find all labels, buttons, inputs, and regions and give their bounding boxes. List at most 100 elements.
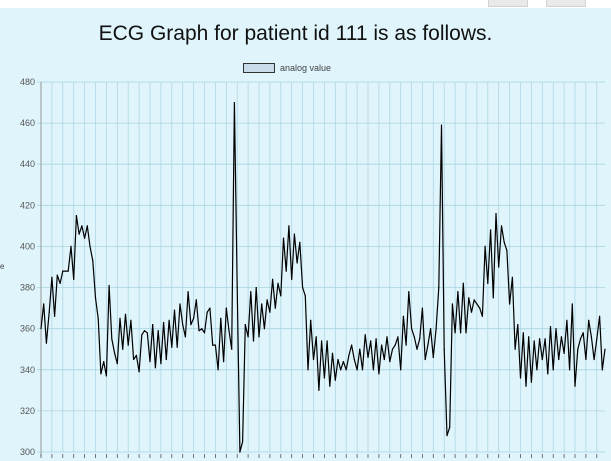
data-point — [293, 233, 295, 235]
data-point — [269, 311, 271, 313]
data-point — [171, 346, 173, 348]
data-point — [138, 371, 140, 373]
data-point — [451, 303, 453, 305]
data-point — [530, 381, 533, 383]
data-point — [288, 225, 290, 227]
data-point — [331, 352, 334, 354]
data-point — [351, 344, 353, 346]
data-point — [411, 328, 413, 330]
data-point — [590, 336, 593, 338]
data-point — [111, 338, 113, 340]
data-point — [528, 336, 530, 338]
legend-label: analog value — [280, 63, 332, 73]
data-point — [100, 373, 102, 375]
data-point — [345, 369, 347, 371]
data-point — [525, 385, 527, 387]
data-point — [54, 315, 56, 317]
data-point — [124, 313, 127, 315]
data-point — [203, 332, 206, 334]
data-point — [378, 373, 380, 375]
data-point — [342, 361, 344, 363]
data-point — [560, 336, 563, 338]
y-tick-label: 300 — [20, 447, 35, 457]
data-point — [195, 299, 197, 301]
data-point — [454, 332, 456, 334]
data-point — [190, 324, 192, 326]
data-point — [233, 102, 235, 104]
data-point — [179, 303, 181, 305]
data-point — [571, 303, 573, 305]
data-point — [476, 303, 478, 305]
data-point — [250, 291, 252, 293]
data-point — [517, 324, 519, 326]
left-edge-label: e — [0, 262, 5, 271]
data-point — [533, 340, 535, 342]
data-point — [187, 291, 189, 293]
data-point — [255, 287, 257, 289]
data-point — [460, 332, 462, 334]
y-tick-label: 360 — [20, 324, 35, 334]
data-point — [149, 361, 151, 363]
data-point — [40, 328, 42, 330]
data-point — [201, 328, 203, 330]
data-point — [285, 270, 287, 272]
chart-legend: analog value — [243, 62, 331, 74]
top-strip — [0, 0, 611, 8]
data-point — [397, 336, 399, 338]
data-point — [569, 369, 571, 371]
data-point — [127, 344, 129, 346]
data-point — [514, 348, 516, 350]
top-tab[interactable] — [546, 0, 586, 7]
data-point — [424, 358, 426, 361]
data-point — [84, 237, 86, 239]
data-point — [402, 315, 404, 317]
data-point — [225, 307, 227, 309]
data-point — [579, 338, 582, 340]
data-point — [299, 241, 301, 243]
data-point — [56, 274, 58, 276]
data-point — [75, 215, 77, 217]
data-point — [81, 225, 83, 227]
data-point — [78, 233, 80, 235]
data-point — [296, 262, 298, 264]
data-point — [252, 340, 255, 342]
data-point — [383, 358, 385, 361]
data-point — [353, 358, 355, 361]
y-tick-label: 400 — [20, 241, 35, 251]
data-point — [473, 299, 475, 301]
data-point — [427, 344, 429, 346]
data-point — [498, 266, 500, 268]
data-point — [323, 377, 325, 379]
data-point — [479, 307, 481, 309]
data-point — [291, 278, 293, 280]
data-point — [307, 369, 309, 371]
data-point — [160, 363, 162, 365]
data-point — [337, 358, 339, 361]
data-point — [449, 426, 451, 428]
data-point — [173, 309, 176, 311]
data-point — [94, 297, 97, 299]
data-point — [282, 237, 285, 239]
data-point — [541, 358, 543, 361]
data-point — [133, 358, 135, 361]
data-point — [152, 324, 154, 326]
data-point — [484, 245, 486, 247]
data-point — [157, 330, 159, 332]
data-point — [544, 338, 546, 340]
data-point — [154, 367, 156, 369]
data-point — [361, 369, 364, 371]
y-tick-label: 380 — [20, 283, 35, 293]
y-tick-label: 460 — [20, 118, 35, 128]
data-point — [599, 315, 601, 317]
data-point — [193, 317, 195, 319]
data-point — [381, 344, 383, 346]
y-tick-label: 480 — [20, 77, 35, 87]
data-point — [470, 311, 473, 313]
data-point — [206, 311, 208, 313]
data-point — [263, 328, 265, 330]
data-point — [223, 361, 225, 363]
top-tab[interactable] — [488, 0, 528, 7]
data-point — [62, 270, 64, 272]
data-point — [481, 315, 483, 317]
data-point — [506, 250, 508, 252]
